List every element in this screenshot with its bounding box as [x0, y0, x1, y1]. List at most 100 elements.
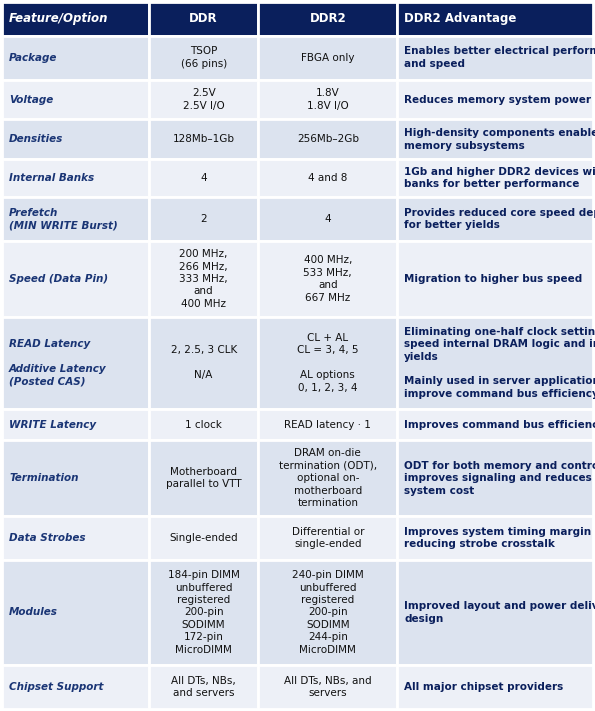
Text: Improves system timing margin by
reducing strobe crosstalk: Improves system timing margin by reducin… — [405, 527, 595, 549]
Text: Speed (Data Pin): Speed (Data Pin) — [9, 274, 108, 284]
Text: 1 clock: 1 clock — [185, 419, 222, 429]
Text: Reduces memory system power demand: Reduces memory system power demand — [405, 95, 595, 105]
Bar — [258, 80, 397, 119]
Text: Prefetch
(MIN WRITE Burst): Prefetch (MIN WRITE Burst) — [9, 208, 118, 230]
Text: DDR2 Advantage: DDR2 Advantage — [405, 12, 516, 26]
Text: Internal Banks: Internal Banks — [9, 173, 94, 183]
Text: Improves command bus efficiency: Improves command bus efficiency — [405, 419, 595, 429]
Bar — [2, 80, 149, 119]
Bar — [397, 159, 593, 197]
Bar — [397, 36, 593, 80]
Bar — [149, 80, 258, 119]
Text: WRITE Latency: WRITE Latency — [9, 419, 96, 429]
Bar — [2, 560, 149, 665]
Text: DDR2: DDR2 — [309, 12, 346, 26]
Bar — [397, 441, 593, 516]
Text: 4: 4 — [324, 214, 331, 224]
Bar — [2, 241, 149, 316]
Bar — [149, 516, 258, 560]
Text: 128Mb–1Gb: 128Mb–1Gb — [173, 134, 234, 144]
Bar — [258, 665, 397, 709]
Bar — [397, 197, 593, 241]
Bar — [258, 409, 397, 441]
Text: Voltage: Voltage — [9, 95, 53, 105]
Bar — [397, 119, 593, 159]
Bar — [2, 119, 149, 159]
Text: 200 MHz,
266 MHz,
333 MHz,
and
400 MHz: 200 MHz, 266 MHz, 333 MHz, and 400 MHz — [179, 249, 228, 309]
Text: TSOP
(66 pins): TSOP (66 pins) — [180, 46, 227, 69]
Text: Modules: Modules — [9, 607, 58, 617]
Text: 2, 2.5, 3 CLK

N/A: 2, 2.5, 3 CLK N/A — [171, 346, 237, 380]
Bar — [258, 241, 397, 316]
Text: 2.5V
2.5V I/O: 2.5V 2.5V I/O — [183, 88, 224, 111]
Text: Enables better electrical performance
and speed: Enables better electrical performance an… — [405, 46, 595, 69]
Bar — [2, 2, 149, 36]
Text: All DTs, NBs, and
servers: All DTs, NBs, and servers — [284, 675, 372, 698]
Bar — [258, 119, 397, 159]
Bar — [2, 665, 149, 709]
Text: Chipset Support: Chipset Support — [9, 682, 104, 692]
Text: ODT for both memory and controller
improves signaling and reduces
system cost: ODT for both memory and controller impro… — [405, 461, 595, 496]
Bar — [2, 159, 149, 197]
Bar — [2, 409, 149, 441]
Text: 184-pin DIMM
unbuffered
registered
200-pin
SODIMM
172-pin
MicroDIMM: 184-pin DIMM unbuffered registered 200-p… — [168, 570, 240, 655]
Bar — [149, 2, 258, 36]
Text: Termination: Termination — [9, 474, 79, 483]
Text: DDR: DDR — [189, 12, 218, 26]
Text: FBGA only: FBGA only — [301, 53, 355, 63]
Bar — [258, 2, 397, 36]
Text: 4: 4 — [201, 173, 207, 183]
Bar — [397, 80, 593, 119]
Bar — [258, 36, 397, 80]
Text: Improved layout and power delivery
design: Improved layout and power delivery desig… — [405, 602, 595, 624]
Bar — [258, 560, 397, 665]
Bar — [2, 316, 149, 409]
Bar — [258, 197, 397, 241]
Bar — [149, 241, 258, 316]
Bar — [149, 36, 258, 80]
Text: 1.8V
1.8V I/O: 1.8V 1.8V I/O — [307, 88, 349, 111]
Text: Feature/Option: Feature/Option — [9, 12, 108, 26]
Text: All major chipset providers: All major chipset providers — [405, 682, 563, 692]
Text: High-density components enable large
memory subsystems: High-density components enable large mem… — [405, 128, 595, 151]
Bar — [149, 197, 258, 241]
Bar — [2, 36, 149, 80]
Text: DRAM on-die
termination (ODT),
optional on-
motherboard
termination: DRAM on-die termination (ODT), optional … — [278, 449, 377, 508]
Text: 2: 2 — [201, 214, 207, 224]
Text: Single-ended: Single-ended — [170, 533, 238, 543]
Bar — [397, 665, 593, 709]
Bar — [149, 665, 258, 709]
Text: READ Latency

Additive Latency
(Posted CAS): READ Latency Additive Latency (Posted CA… — [9, 339, 107, 387]
Text: Eliminating one-half clock settings helps
speed internal DRAM logic and improves: Eliminating one-half clock settings help… — [405, 327, 595, 399]
Bar — [149, 159, 258, 197]
Text: 400 MHz,
533 MHz,
and
667 MHz: 400 MHz, 533 MHz, and 667 MHz — [303, 255, 352, 302]
Bar — [397, 2, 593, 36]
Text: Data Strobes: Data Strobes — [9, 533, 86, 543]
Bar — [149, 119, 258, 159]
Bar — [258, 316, 397, 409]
Bar — [2, 441, 149, 516]
Bar — [149, 441, 258, 516]
Bar — [258, 516, 397, 560]
Bar — [258, 159, 397, 197]
Text: CL + AL
CL = 3, 4, 5

AL options
0, 1, 2, 3, 4: CL + AL CL = 3, 4, 5 AL options 0, 1, 2,… — [297, 333, 359, 392]
Bar — [2, 197, 149, 241]
Text: Differential or
single-ended: Differential or single-ended — [292, 527, 364, 549]
Text: Migration to higher bus speed: Migration to higher bus speed — [405, 274, 583, 284]
Text: 4 and 8: 4 and 8 — [308, 173, 347, 183]
Text: READ latency · 1: READ latency · 1 — [284, 419, 371, 429]
Text: 256Mb–2Gb: 256Mb–2Gb — [297, 134, 359, 144]
Text: Densities: Densities — [9, 134, 63, 144]
Bar — [397, 316, 593, 409]
Text: Motherboard
parallel to VTT: Motherboard parallel to VTT — [166, 467, 242, 489]
Bar — [258, 441, 397, 516]
Bar — [149, 409, 258, 441]
Text: Package: Package — [9, 53, 57, 63]
Bar — [149, 560, 258, 665]
Bar — [397, 409, 593, 441]
Bar — [397, 516, 593, 560]
Text: Provides reduced core speed dependency
for better yields: Provides reduced core speed dependency f… — [405, 208, 595, 230]
Bar — [397, 241, 593, 316]
Text: All DTs, NBs,
and servers: All DTs, NBs, and servers — [171, 675, 236, 698]
Bar — [149, 316, 258, 409]
